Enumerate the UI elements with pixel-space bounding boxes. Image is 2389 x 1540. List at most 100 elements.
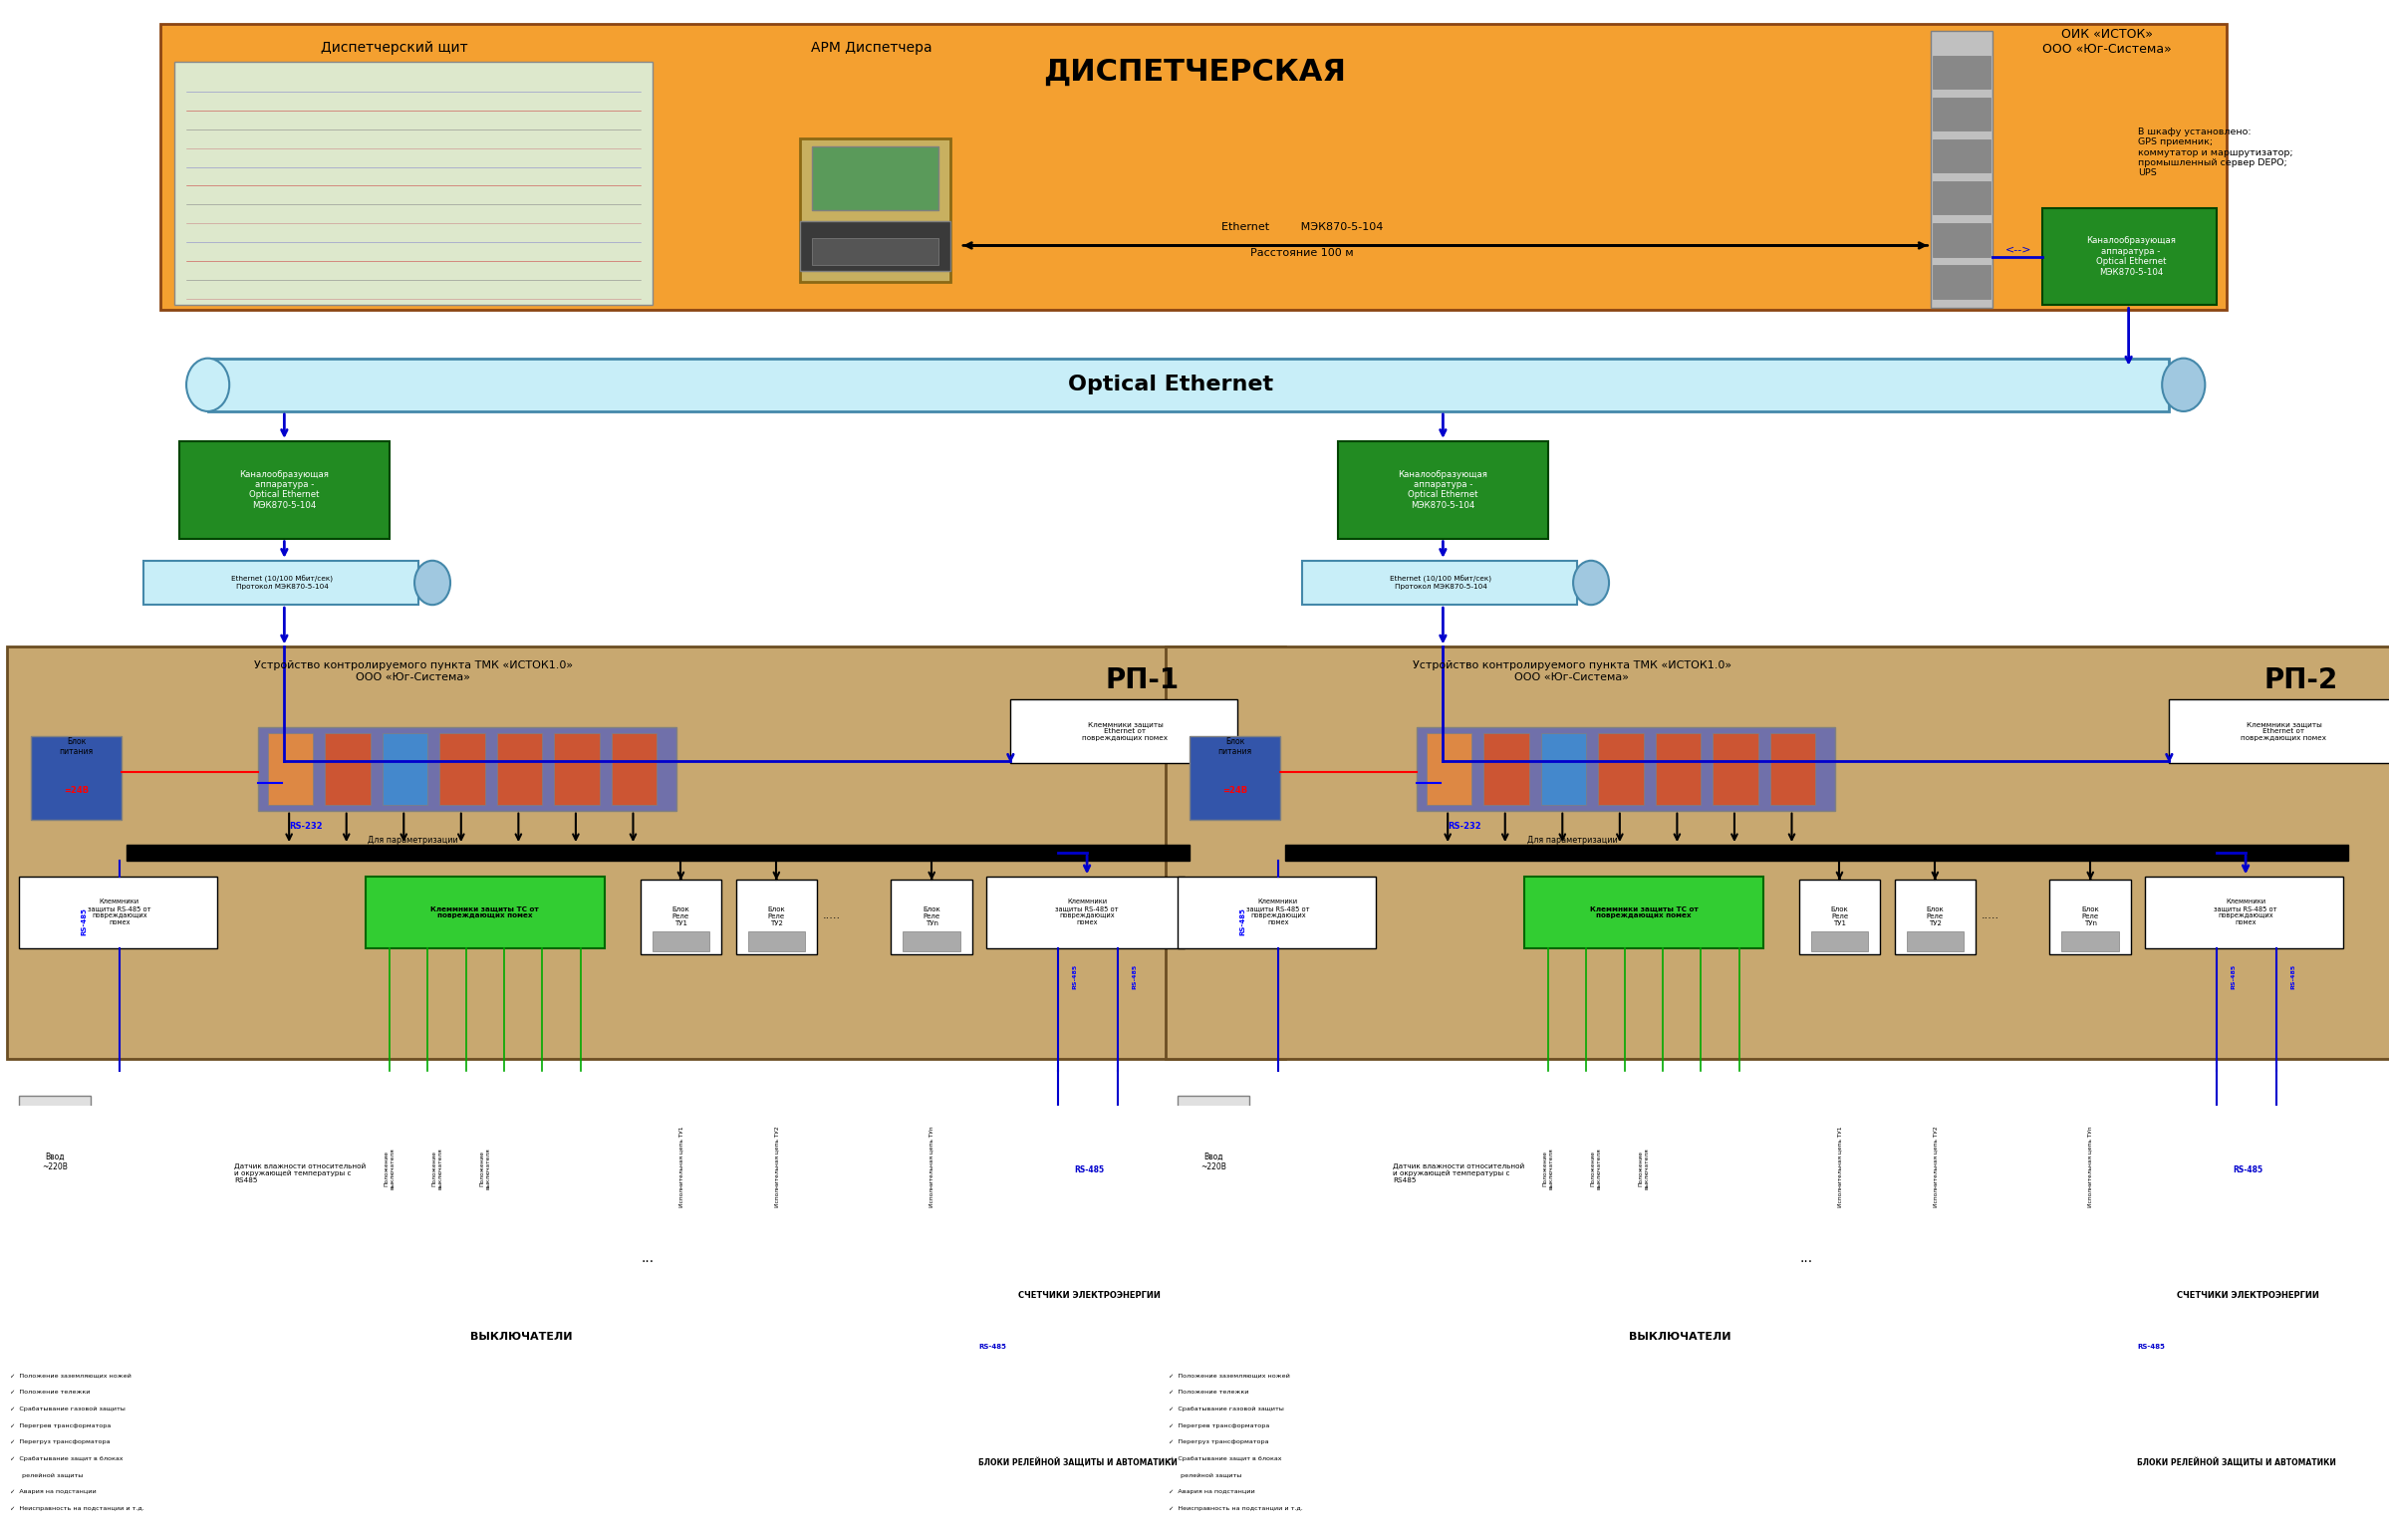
Text: ✓  Авария на подстанции: ✓ Авария на подстанции <box>1168 1489 1254 1494</box>
Text: ✓  Положение тележки: ✓ Положение тележки <box>10 1391 91 1395</box>
Bar <box>294 1203 748 1320</box>
Text: ✓  Авария на подстанции: ✓ Авария на подстанции <box>10 1489 96 1494</box>
Text: Блок
питания: Блок питания <box>60 736 93 756</box>
Bar <box>1011 699 1238 762</box>
Text: Положение
выключателя: Положение выключателя <box>480 1147 490 1189</box>
Text: RS-232: RS-232 <box>289 821 323 830</box>
Text: СЧЕТЧИКИ ЭЛЕКТРОЭНЕРГИИ: СЧЕТЧИКИ ЭЛЕКТРОЭНЕРГИИ <box>1018 1292 1161 1300</box>
Text: RS-232: RS-232 <box>1448 821 1481 830</box>
Text: RS-485: RS-485 <box>1073 964 1077 989</box>
Bar <box>19 876 217 949</box>
Text: Блок
Реле
ТУn: Блок Реле ТУn <box>922 907 941 927</box>
Text: RS-485: RS-485 <box>2231 964 2236 989</box>
Text: Устройство контролируемого пункта ТМК «ИСТОК1.0»
ООО «Юг-Система»: Устройство контролируемого пункта ТМК «И… <box>253 661 573 682</box>
Bar <box>2069 1184 2172 1275</box>
Text: ✓  Перегрев трансформатора: ✓ Перегрев трансформатора <box>10 1423 110 1428</box>
Text: Исполнительная цепь ТУn: Исполнительная цепь ТУn <box>929 1126 934 1207</box>
Text: БЛОКИ РЕЛЕЙНОЙ ЗАЩИТЫ И АВТОМАТИКИ: БЛОКИ РЕЛЕЙНОЙ ЗАЩИТЫ И АВТОМАТИКИ <box>977 1457 1178 1466</box>
Ellipse shape <box>186 359 229 411</box>
Bar <box>143 561 418 605</box>
Bar <box>2026 1335 2389 1446</box>
Text: Клеммники защиты ТС от
повреждающих помех: Клеммники защиты ТС от повреждающих поме… <box>430 906 540 919</box>
Text: Блок
питания: Блок питания <box>1218 736 1252 756</box>
Bar <box>554 733 600 805</box>
Text: Каналообразующая
аппаратура -
Optical Ethernet
МЭК870-5-104: Каналообразующая аппаратура - Optical Et… <box>2086 237 2176 277</box>
Bar <box>898 1358 989 1386</box>
Bar <box>2062 932 2119 952</box>
Text: Клеммники
защиты RS-485 от
повреждающих
помех: Клеммники защиты RS-485 от повреждающих … <box>1056 899 1118 926</box>
Text: .....: ..... <box>1980 910 2000 921</box>
Text: Положение
выключателя: Положение выключателя <box>432 1147 442 1189</box>
Text: Блок
Реле
ТУn: Блок Реле ТУn <box>2081 907 2100 927</box>
Text: ✓  Срабатывание газовой защиты: ✓ Срабатывание газовой защиты <box>1168 1406 1283 1412</box>
Text: РП-1: РП-1 <box>1106 667 1178 695</box>
Text: ВЫКЛЮЧАТЕЛИ: ВЫКЛЮЧАТЕЛИ <box>1629 1332 1730 1341</box>
Bar <box>1811 932 1868 952</box>
Bar <box>1171 1358 1261 1386</box>
Text: ✓  Неисправность на подстанции и т.д.: ✓ Неисправность на подстанции и т.д. <box>1168 1506 1302 1511</box>
Text: Optical Ethernet: Optical Ethernet <box>1068 374 1273 394</box>
Bar <box>1715 1237 1847 1269</box>
Text: Исполнительная цепь ТУ2: Исполнительная цепь ТУ2 <box>774 1126 779 1207</box>
Text: Исполнительная цепь ТУ1: Исполнительная цепь ТУ1 <box>1837 1126 1842 1207</box>
Text: Клеммники
защиты RS-485 от
повреждающих
помех: Клеммники защиты RS-485 от повреждающих … <box>88 899 151 926</box>
Bar <box>1933 223 1990 257</box>
Text: ДИСПЕТЧЕРСКАЯ: ДИСПЕТЧЕРСКАЯ <box>1044 57 1345 86</box>
Text: Положение
выключателя: Положение выключателя <box>1639 1147 1648 1189</box>
Bar <box>1933 139 1990 172</box>
Text: RS-485: RS-485 <box>979 1344 1006 1349</box>
Bar <box>2145 876 2344 949</box>
Bar <box>2057 1358 2148 1386</box>
Text: ВЫКЛЮЧАТЕЛИ: ВЫКЛЮЧАТЕЛИ <box>471 1332 571 1341</box>
Text: ✓  Положение тележки: ✓ Положение тележки <box>1168 1391 1249 1395</box>
Bar <box>652 932 710 952</box>
Bar <box>1171 1198 1249 1227</box>
Bar <box>1476 1214 1656 1307</box>
Text: СЧЕТЧИКИ ЭЛЕКТРОЭНЕРГИИ: СЧЕТЧИКИ ЭЛЕКТРОЭНЕРГИИ <box>2176 1292 2320 1300</box>
Bar <box>1159 1184 1261 1275</box>
Text: Ethernet (10/100 Мбит/сек)
Протокол МЭК870-5-104: Ethernet (10/100 Мбит/сек) Протокол МЭК8… <box>1390 576 1491 590</box>
Bar <box>208 359 2169 411</box>
Bar <box>987 876 1185 949</box>
Text: RS-485: RS-485 <box>1075 1166 1104 1175</box>
Text: Блок
Реле
ТУ1: Блок Реле ТУ1 <box>671 907 690 927</box>
Bar <box>1159 1344 1273 1441</box>
Text: ✓  Срабатывание защит в блоках: ✓ Срабатывание защит в блоках <box>10 1457 122 1461</box>
Bar <box>19 1155 91 1201</box>
Bar <box>1541 733 1586 805</box>
Bar <box>1417 727 1835 810</box>
Bar <box>268 733 313 805</box>
Text: Положение
выключателя: Положение выключателя <box>1591 1147 1601 1189</box>
Bar <box>1933 182 1990 214</box>
Ellipse shape <box>2162 359 2205 411</box>
Bar <box>382 733 428 805</box>
Bar <box>557 1237 688 1269</box>
Text: В шкафу установлено:
GPS приемник;
коммутатор и маршрутизатор;
промышленный серв: В шкафу установлено: GPS приемник; комму… <box>2138 128 2293 177</box>
Bar <box>612 733 657 805</box>
Text: Блок
Реле
ТУ2: Блок Реле ТУ2 <box>767 907 786 927</box>
Bar <box>179 440 389 539</box>
Bar <box>2045 1344 2160 1441</box>
Text: ОИК «ИСТОК»
ООО «Юг-Система»: ОИК «ИСТОК» ООО «Юг-Система» <box>2043 28 2172 55</box>
Text: Исполнительная цепь ТУn: Исполнительная цепь ТУn <box>2088 1126 2093 1207</box>
Text: Датчик влажности относительной
и окружающей температуры с
RS485: Датчик влажности относительной и окружаю… <box>1393 1163 1524 1184</box>
Bar <box>1022 1344 1137 1441</box>
Text: ✓  Перегруз трансформатора: ✓ Перегруз трансформатора <box>1168 1440 1269 1445</box>
Bar <box>736 879 817 955</box>
Text: Устройство контролируемого пункта ТМК «ИСТОК1.0»
ООО «Юг-Система»: Устройство контролируемого пункта ТМК «И… <box>1412 661 1732 682</box>
Bar <box>1034 1358 1125 1386</box>
Bar <box>2329 1198 2389 1227</box>
Text: Клеммники
защиты RS-485 от
повреждающих
помех: Клеммники защиты RS-485 от повреждающих … <box>2215 899 2277 926</box>
Bar <box>1178 876 1376 949</box>
Text: Каналообразующая
аппаратура -
Optical Ethernet
МЭК870-5-104: Каналообразующая аппаратура - Optical Et… <box>239 470 330 510</box>
Text: Ethernet         МЭК870-5-104: Ethernet МЭК870-5-104 <box>1221 222 1383 231</box>
Text: релейной защиты: релейной защиты <box>1168 1472 1242 1478</box>
Bar <box>1285 845 2348 861</box>
Bar <box>1453 1203 1906 1320</box>
Text: ✓  Неисправность на подстанции и т.д.: ✓ Неисправность на подстанции и т.д. <box>10 1506 143 1511</box>
Bar <box>2050 879 2131 955</box>
Text: RS-485: RS-485 <box>81 907 86 935</box>
Text: Блок
Реле
ТУ1: Блок Реле ТУ1 <box>1830 907 1849 927</box>
Text: ✓  Срабатывание газовой защиты: ✓ Срабатывание газовой защиты <box>10 1406 124 1412</box>
Bar <box>1178 1096 1249 1143</box>
